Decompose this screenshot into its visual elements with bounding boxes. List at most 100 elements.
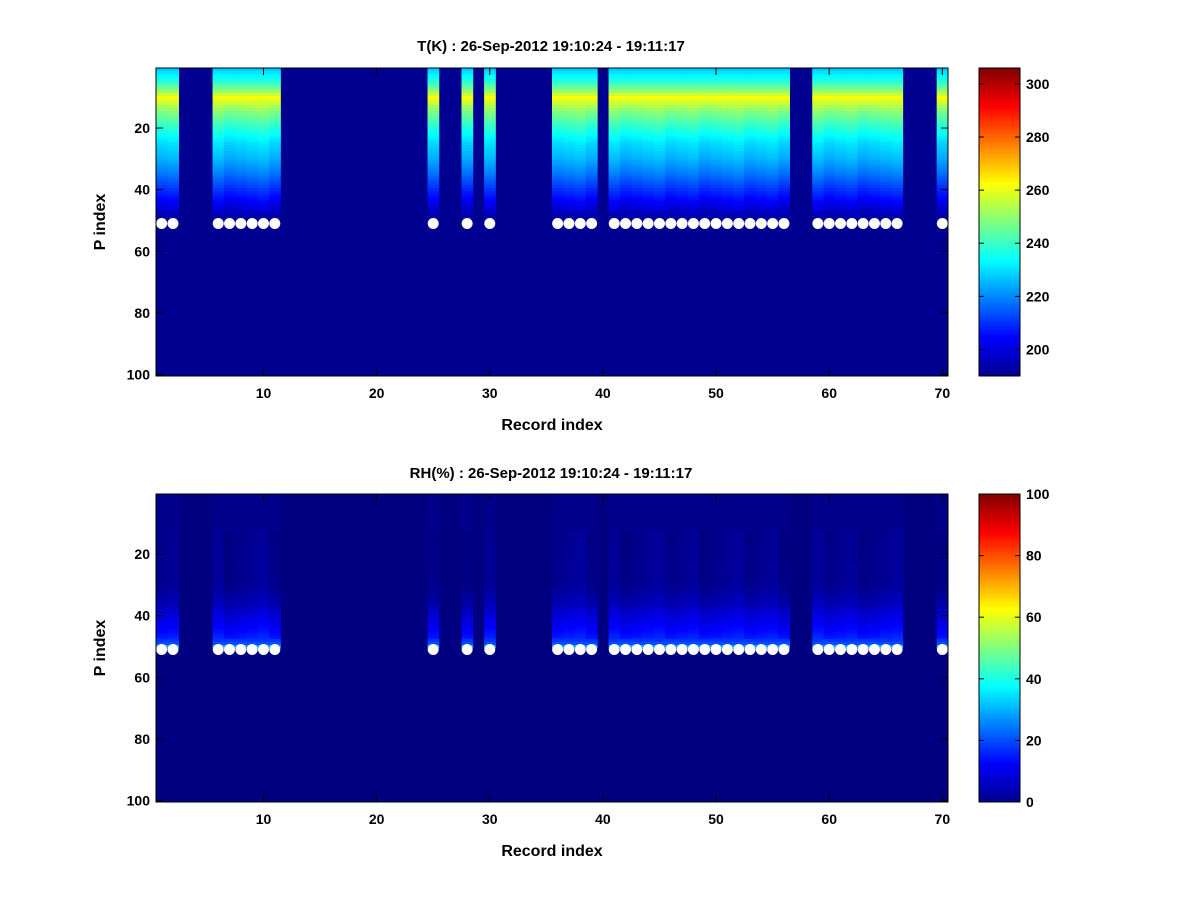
heatmap-cell bbox=[574, 561, 587, 566]
heatmap-cell bbox=[585, 614, 598, 618]
heatmap-cell bbox=[857, 635, 870, 640]
heatmap-cell bbox=[891, 185, 904, 189]
heatmap-cell bbox=[710, 561, 723, 566]
heatmap-cell bbox=[834, 104, 847, 109]
heatmap-cell bbox=[257, 185, 270, 189]
heatmap-cell bbox=[744, 515, 757, 520]
heatmap-cell bbox=[766, 129, 779, 134]
heatmap-cell bbox=[846, 92, 858, 97]
heatmap-cell bbox=[574, 494, 587, 498]
heatmap-cell bbox=[778, 123, 790, 127]
heatmap-cell bbox=[733, 552, 745, 556]
heatmap-cell bbox=[880, 518, 892, 523]
heatmap-cell bbox=[676, 611, 689, 615]
heatmap-cell bbox=[676, 129, 689, 134]
heatmap-cell bbox=[223, 101, 236, 106]
heatmap-cell bbox=[235, 98, 247, 103]
heatmap-cell bbox=[574, 172, 587, 177]
heatmap-cell bbox=[642, 175, 655, 180]
heatmap-cell bbox=[665, 540, 677, 544]
heatmap-cell bbox=[846, 592, 858, 597]
heatmap-cell bbox=[755, 518, 768, 523]
heatmap-cell bbox=[687, 212, 700, 217]
heatmap-cell bbox=[766, 626, 779, 630]
heatmap-cell bbox=[484, 509, 496, 513]
heatmap-cell bbox=[167, 629, 180, 633]
heatmap-cell bbox=[235, 181, 247, 186]
heatmap-cell bbox=[167, 571, 180, 575]
heatmap-cell bbox=[642, 68, 655, 72]
heatmap-cell bbox=[676, 509, 689, 513]
heatmap-cell bbox=[619, 185, 632, 189]
heatmap-cell bbox=[665, 638, 677, 643]
heatmap-cell bbox=[823, 117, 836, 121]
heatmap-cell bbox=[846, 104, 858, 109]
heatmap-cell bbox=[710, 123, 723, 127]
heatmap-cell bbox=[212, 617, 225, 621]
heatmap-cell bbox=[846, 203, 858, 207]
heatmap-cell bbox=[427, 160, 440, 164]
heatmap-cell bbox=[710, 580, 723, 584]
heatmap-cell bbox=[676, 83, 689, 87]
heatmap-cell bbox=[653, 175, 666, 180]
heatmap-cell bbox=[156, 74, 168, 78]
heatmap-cell bbox=[427, 540, 440, 544]
heatmap-cell bbox=[721, 157, 734, 161]
heatmap-cell bbox=[563, 629, 576, 633]
heatmap-cell bbox=[936, 129, 949, 134]
heatmap-cell bbox=[156, 497, 168, 501]
heatmap-cell bbox=[461, 564, 474, 569]
heatmap-cell bbox=[223, 641, 236, 646]
heatmap-cell bbox=[156, 555, 168, 560]
heatmap-cell bbox=[552, 577, 564, 581]
humidity-chart-title: RH(%) : 26-Sep-2012 19:10:24 - 19:11:17 bbox=[410, 465, 693, 482]
heatmap-cell bbox=[563, 632, 576, 637]
heatmap-cell bbox=[235, 564, 247, 569]
heatmap-cell bbox=[235, 92, 247, 97]
heatmap-cell bbox=[733, 512, 745, 516]
heatmap-cell bbox=[778, 546, 790, 550]
heatmap-cell bbox=[755, 163, 768, 167]
heatmap-cell bbox=[269, 620, 281, 624]
heatmap-cell bbox=[563, 197, 576, 201]
heatmap-cell bbox=[574, 160, 587, 164]
heatmap-cell bbox=[891, 611, 904, 615]
heatmap-cell bbox=[733, 567, 745, 572]
heatmap-cell bbox=[461, 89, 474, 94]
heatmap-cell bbox=[778, 203, 790, 207]
heatmap-cell bbox=[585, 598, 598, 603]
heatmap-cell bbox=[665, 215, 677, 220]
heatmap-cell bbox=[721, 206, 734, 211]
heatmap-cell bbox=[857, 561, 870, 566]
data-marker bbox=[461, 644, 473, 656]
heatmap-cell bbox=[642, 641, 655, 646]
heatmap-cell bbox=[891, 74, 904, 78]
heatmap-cell bbox=[167, 175, 180, 180]
heatmap-cell bbox=[484, 129, 496, 134]
heatmap-cell bbox=[631, 524, 643, 529]
heatmap-cell bbox=[755, 571, 768, 575]
heatmap-cell bbox=[246, 163, 259, 167]
heatmap-cell bbox=[156, 154, 168, 158]
heatmap-cell bbox=[563, 567, 576, 572]
heatmap-cell bbox=[744, 571, 757, 575]
heatmap-cell bbox=[834, 132, 847, 137]
heatmap-cell bbox=[427, 138, 440, 143]
heatmap-cell bbox=[868, 635, 881, 640]
heatmap-cell bbox=[167, 574, 180, 578]
heatmap-cell bbox=[766, 194, 779, 198]
heatmap-cell bbox=[823, 549, 836, 553]
heatmap-cell bbox=[167, 512, 180, 516]
heatmap-column bbox=[880, 68, 892, 226]
heatmap-cell bbox=[687, 534, 700, 538]
heatmap-cell bbox=[699, 181, 711, 186]
heatmap-cell bbox=[156, 191, 168, 195]
data-marker bbox=[224, 218, 236, 230]
heatmap-cell bbox=[744, 494, 757, 498]
heatmap-cell bbox=[936, 185, 949, 189]
data-marker bbox=[212, 644, 224, 656]
heatmap-cell bbox=[653, 580, 666, 584]
heatmap-cell bbox=[223, 200, 236, 204]
heatmap-cell bbox=[936, 623, 949, 627]
heatmap-cell bbox=[687, 157, 700, 161]
